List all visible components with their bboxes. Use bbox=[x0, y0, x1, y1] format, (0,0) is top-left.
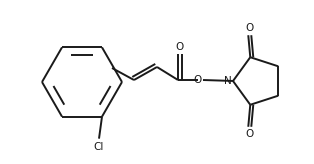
Text: N: N bbox=[224, 76, 232, 86]
Text: Cl: Cl bbox=[94, 142, 104, 152]
Text: O: O bbox=[245, 23, 253, 33]
Text: O: O bbox=[194, 75, 202, 85]
Text: O: O bbox=[175, 42, 183, 52]
Text: O: O bbox=[245, 129, 253, 139]
